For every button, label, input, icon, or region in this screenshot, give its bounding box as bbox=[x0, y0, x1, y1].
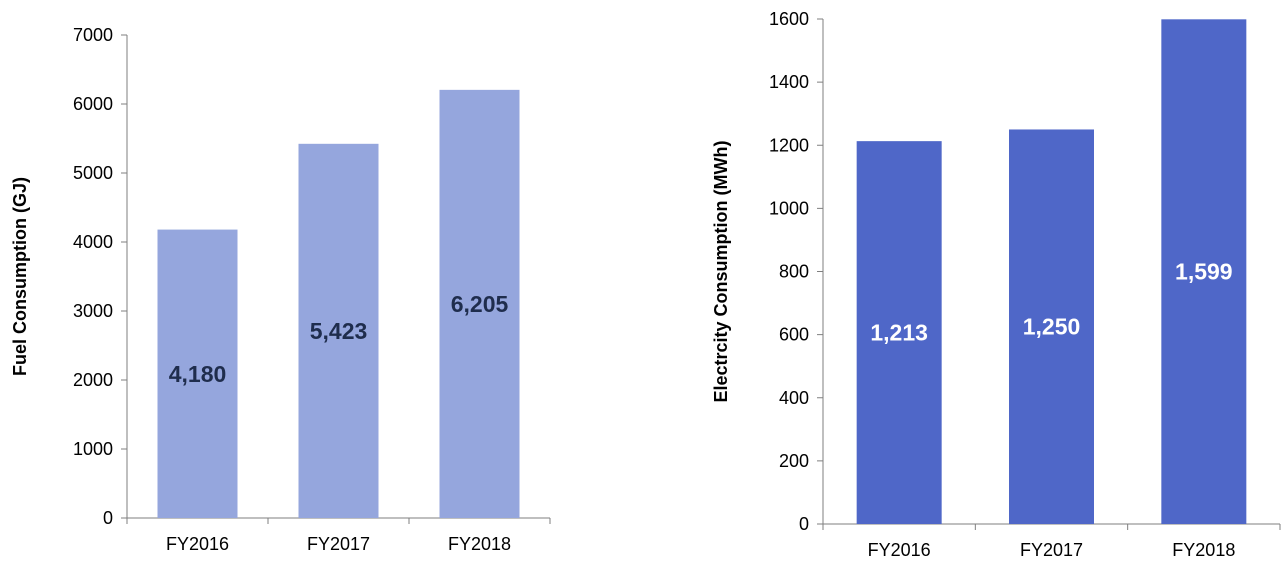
data-label: 1,213 bbox=[870, 320, 928, 346]
bar-fy2018 bbox=[1161, 19, 1247, 525]
bar-fy2018 bbox=[439, 89, 520, 518]
bar-fy2016 bbox=[856, 141, 942, 524]
y-axis-title: Fuel Consumption (GJ) bbox=[10, 177, 30, 376]
data-label: 6,205 bbox=[451, 291, 509, 317]
y-tick-label: 3000 bbox=[73, 301, 113, 321]
y-tick-label: 1000 bbox=[73, 439, 113, 459]
x-tick-label: FY2016 bbox=[166, 534, 229, 554]
x-tick-label: FY2018 bbox=[448, 534, 511, 554]
data-label: 4,180 bbox=[169, 361, 227, 387]
y-tick-label: 1000 bbox=[769, 198, 809, 218]
bar-fy2017 bbox=[298, 143, 379, 519]
y-tick-label: 5000 bbox=[73, 163, 113, 183]
fuel-consumption-chart: 0 1000 2000 3000 4000 5000 6000 7000 FY2016 4,180… bbox=[10, 25, 551, 554]
y-tick-label: 200 bbox=[779, 451, 809, 471]
y-tick-label: 0 bbox=[799, 514, 809, 534]
electricity-consumption-chart: 0 200 400 600 800 1000 1200 1400 1600 FY2016 1,213… bbox=[711, 9, 1281, 560]
data-label: 1,599 bbox=[1175, 259, 1233, 285]
y-tick-label: 4000 bbox=[73, 232, 113, 252]
bar-fy2017 bbox=[1009, 129, 1094, 524]
x-tick-label: FY2016 bbox=[868, 540, 931, 560]
y-tick-label: 1200 bbox=[769, 135, 809, 155]
x-tick-label: FY2018 bbox=[1172, 540, 1235, 560]
y-tick-label: 600 bbox=[779, 325, 809, 345]
x-tick-label: FY2017 bbox=[307, 534, 370, 554]
y-tick-label: 400 bbox=[779, 388, 809, 408]
y-tick-label: 800 bbox=[779, 262, 809, 282]
y-tick-label: 2000 bbox=[73, 370, 113, 390]
data-label: 1,250 bbox=[1023, 314, 1081, 340]
x-tick-label: FY2017 bbox=[1020, 540, 1083, 560]
y-tick-label: 7000 bbox=[73, 25, 113, 45]
data-label: 5,423 bbox=[310, 318, 368, 344]
y-axis-title: Electrcity Consumption (MWh) bbox=[711, 141, 731, 403]
y-tick-label: 1600 bbox=[769, 9, 809, 29]
y-tick-label: 0 bbox=[103, 508, 113, 528]
bar-fy2016 bbox=[157, 229, 238, 518]
y-tick-label: 1400 bbox=[769, 72, 809, 92]
y-tick-label: 6000 bbox=[73, 94, 113, 114]
